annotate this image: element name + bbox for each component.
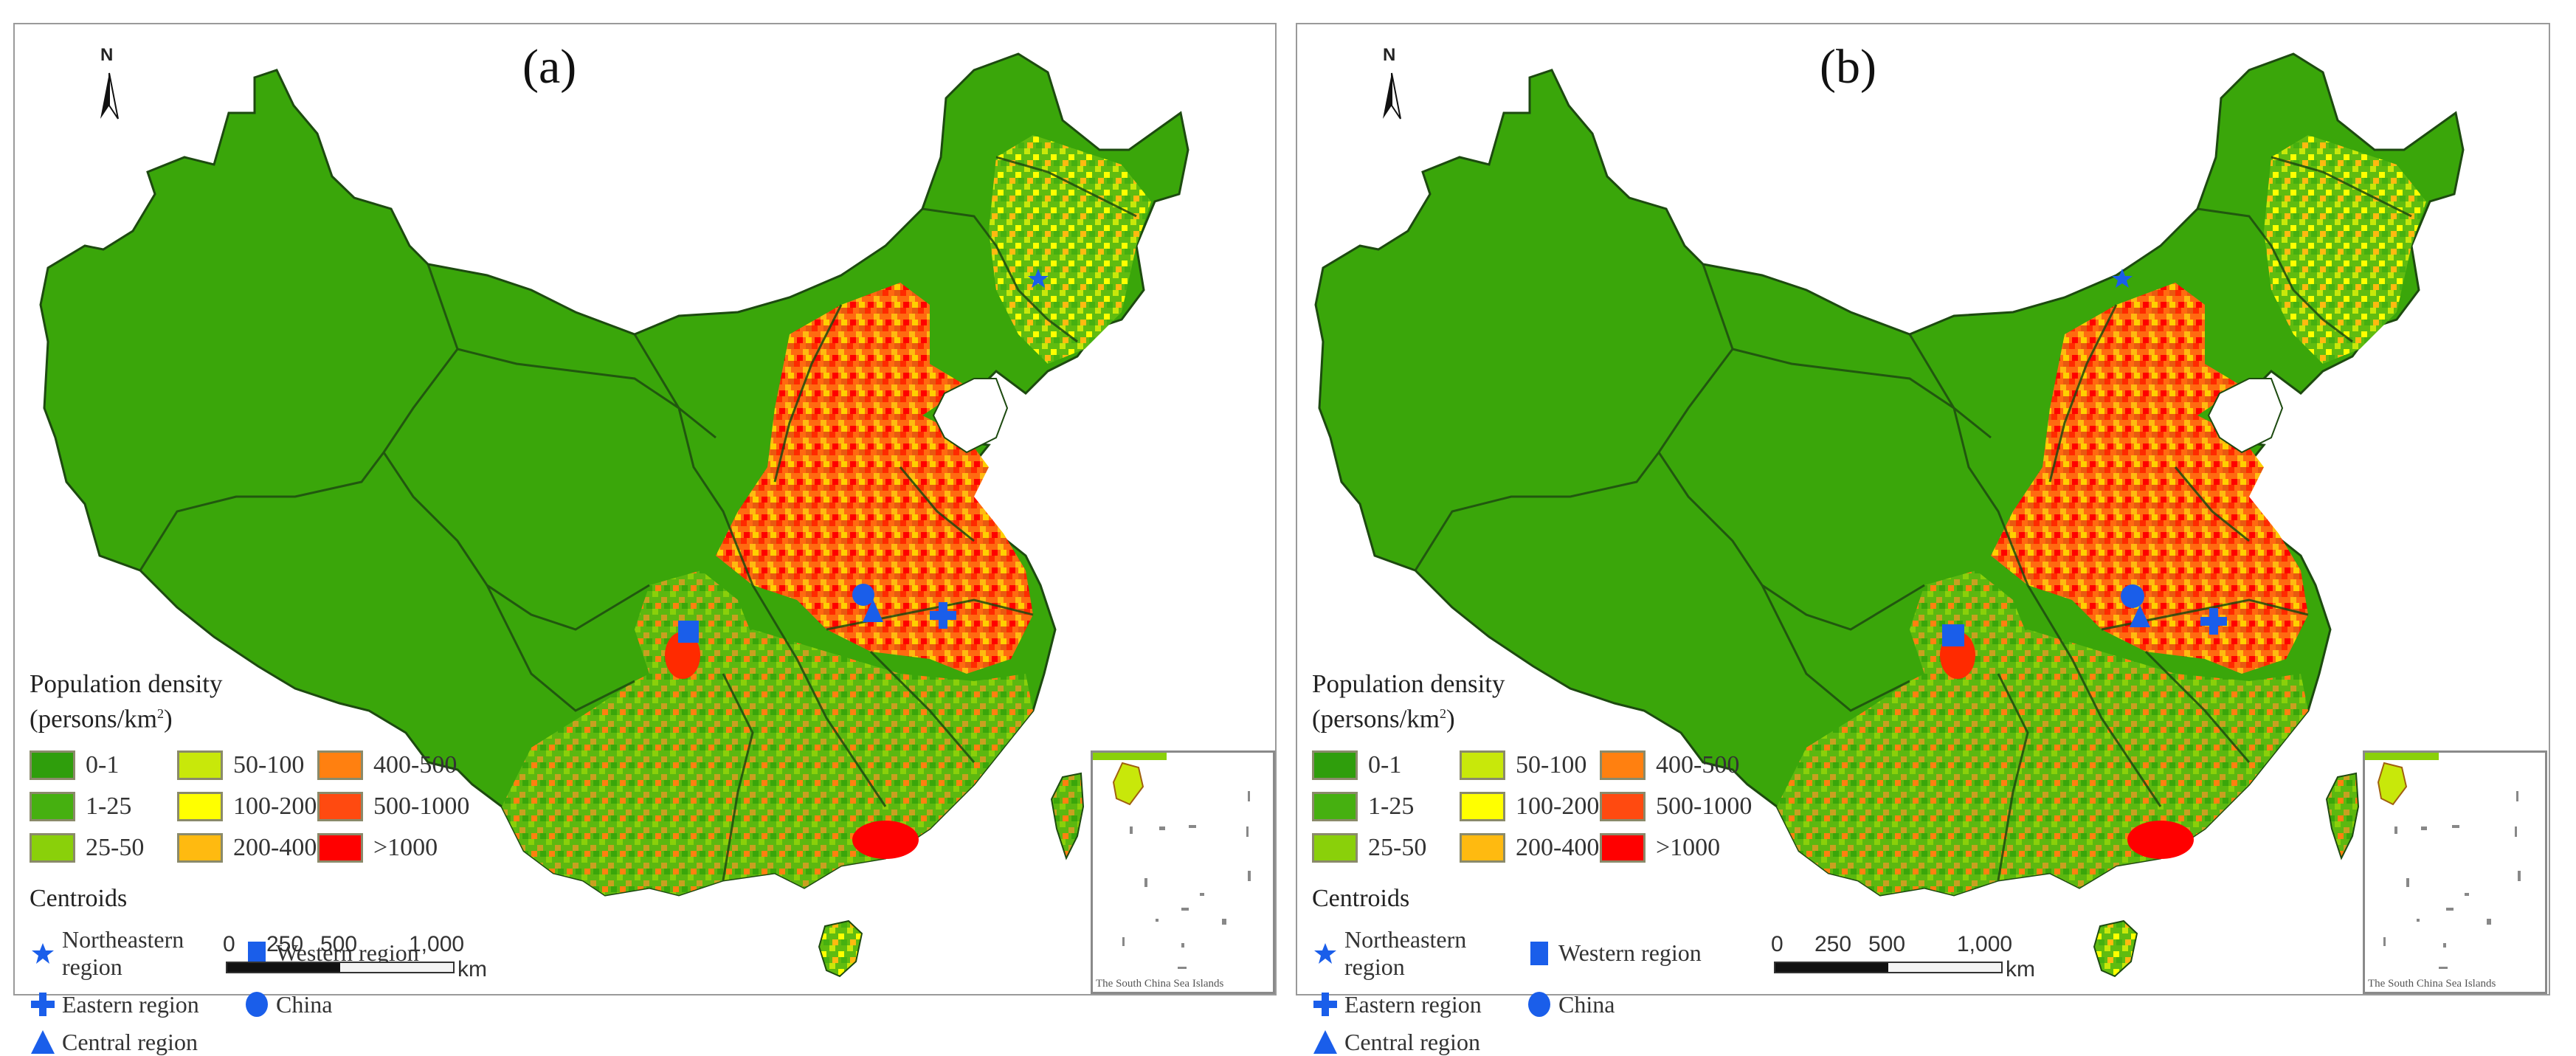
triangle-icon xyxy=(31,1030,55,1055)
centroid-legend-item: Central region xyxy=(1312,1029,1526,1056)
dense-east-region xyxy=(1991,283,2308,674)
taiwan xyxy=(1050,772,1085,860)
sichuan-hotspot xyxy=(665,632,700,679)
pearl-river-delta xyxy=(2127,821,2194,859)
map-panel-b xyxy=(1296,23,2550,995)
pearl-river-delta xyxy=(852,821,919,859)
northeast-plain xyxy=(989,135,1151,364)
dense-east-region xyxy=(716,283,1033,674)
sichuan-basin xyxy=(1910,570,2028,689)
centroid-legend-item: Central region xyxy=(30,1029,244,1056)
provincial-boundaries xyxy=(139,156,1137,881)
triangle-icon xyxy=(1313,1030,1337,1055)
provincial-boundaries xyxy=(1414,156,2412,881)
sichuan-hotspot xyxy=(1940,632,1975,679)
centroid-label: Central region xyxy=(1344,1028,1480,1055)
map-panel-a xyxy=(13,23,1277,995)
bohai-sea xyxy=(932,378,1009,454)
population-density-map xyxy=(1314,52,2465,978)
population-density-map xyxy=(39,52,1189,978)
hainan xyxy=(2093,919,2138,978)
centroid-label: Central region xyxy=(62,1028,198,1055)
northeast-plain xyxy=(2264,135,2426,364)
taiwan xyxy=(2325,772,2360,860)
bohai-sea xyxy=(2207,378,2284,454)
hainan xyxy=(818,919,863,978)
